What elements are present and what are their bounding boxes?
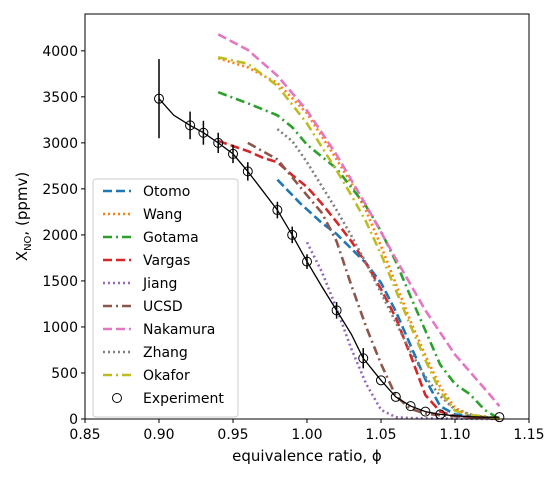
y-tick-label: 3000: [42, 136, 78, 152]
x-tick-label: 0.90: [143, 427, 174, 443]
legend-label: Experiment: [143, 391, 224, 407]
y-tick-label: 4000: [42, 44, 78, 60]
series-line-gotama: [217, 90, 501, 421]
experiment-point: [420, 406, 431, 417]
x-tick-label: 1.15: [513, 427, 544, 443]
legend-label: Gotama: [143, 230, 199, 246]
x-axis-ticks: 0.85 0.90 0.95 1.00 1.05 1.10 1.15: [69, 419, 545, 443]
series-line-okafor: [217, 56, 500, 421]
y-tick-label: 2000: [42, 228, 78, 244]
experiment-fit-line: [158, 98, 500, 418]
x-tick-label: 0.95: [217, 427, 248, 443]
x-axis-label: equivalence ratio, ϕ: [232, 447, 382, 465]
experiment-point: [185, 120, 196, 131]
y-tick-label: 0: [69, 412, 78, 428]
y-axis-label: XNO, (ppmv): [13, 172, 34, 261]
legend: Otomo Wang Gotama Vargas Jiang UCSD Nakamura Zh…: [92, 178, 239, 418]
legend-label: Nakamura: [143, 322, 215, 338]
experiment-point: [272, 205, 283, 216]
series-line-nakamura: [217, 33, 501, 407]
y-axis-label-tail: , (ppmv): [13, 172, 31, 236]
series-line-otomo: [276, 178, 500, 421]
legend-label: Vargas: [143, 253, 190, 269]
y-tick-label: 3500: [42, 90, 78, 106]
x-tick-label: 1.10: [439, 427, 470, 443]
legend-label: Wang: [143, 207, 182, 223]
series-layer: [217, 33, 501, 421]
y-tick-label: 1000: [42, 320, 78, 336]
experiment-point: [376, 375, 386, 386]
series-line-vargas: [217, 139, 500, 421]
y-tick-label: 1500: [42, 274, 78, 290]
experiment-point: [331, 305, 342, 316]
y-tick-label: 2500: [42, 182, 78, 198]
y-tick-label: 500: [51, 366, 78, 382]
series-line-wang: [217, 56, 500, 421]
experiment-point: [228, 148, 238, 159]
experiment-layer: [154, 59, 505, 423]
experiment-point: [302, 256, 312, 267]
experiment-point: [198, 127, 209, 138]
y-axis-label-sub: NO: [23, 235, 34, 250]
y-axis-label-main: X: [13, 251, 31, 261]
experiment-point: [213, 137, 224, 148]
experiment-point: [358, 353, 369, 364]
experiment-point: [242, 166, 253, 177]
experiment-point: [154, 93, 164, 104]
experiment-point: [287, 229, 298, 240]
experiment-point: [405, 401, 416, 412]
x-tick-label: 0.85: [69, 427, 100, 443]
legend-box: [92, 178, 239, 418]
legend-label: Jiang: [142, 276, 177, 292]
series-line-zhang: [276, 128, 500, 421]
experiment-point: [494, 412, 505, 423]
legend-label: Okafor: [143, 368, 190, 384]
legend-label: Otomo: [143, 184, 190, 200]
legend-swatch-experiment: [112, 393, 122, 403]
x-tick-label: 1.00: [291, 427, 322, 443]
y-axis-ticks: 0 500 1000 1500 2000 2500 3000 3500 4000: [42, 44, 85, 428]
legend-label: Zhang: [143, 345, 188, 361]
legend-label: UCSD: [143, 299, 183, 315]
x-tick-label: 1.05: [365, 427, 396, 443]
experiment-point: [390, 391, 401, 402]
